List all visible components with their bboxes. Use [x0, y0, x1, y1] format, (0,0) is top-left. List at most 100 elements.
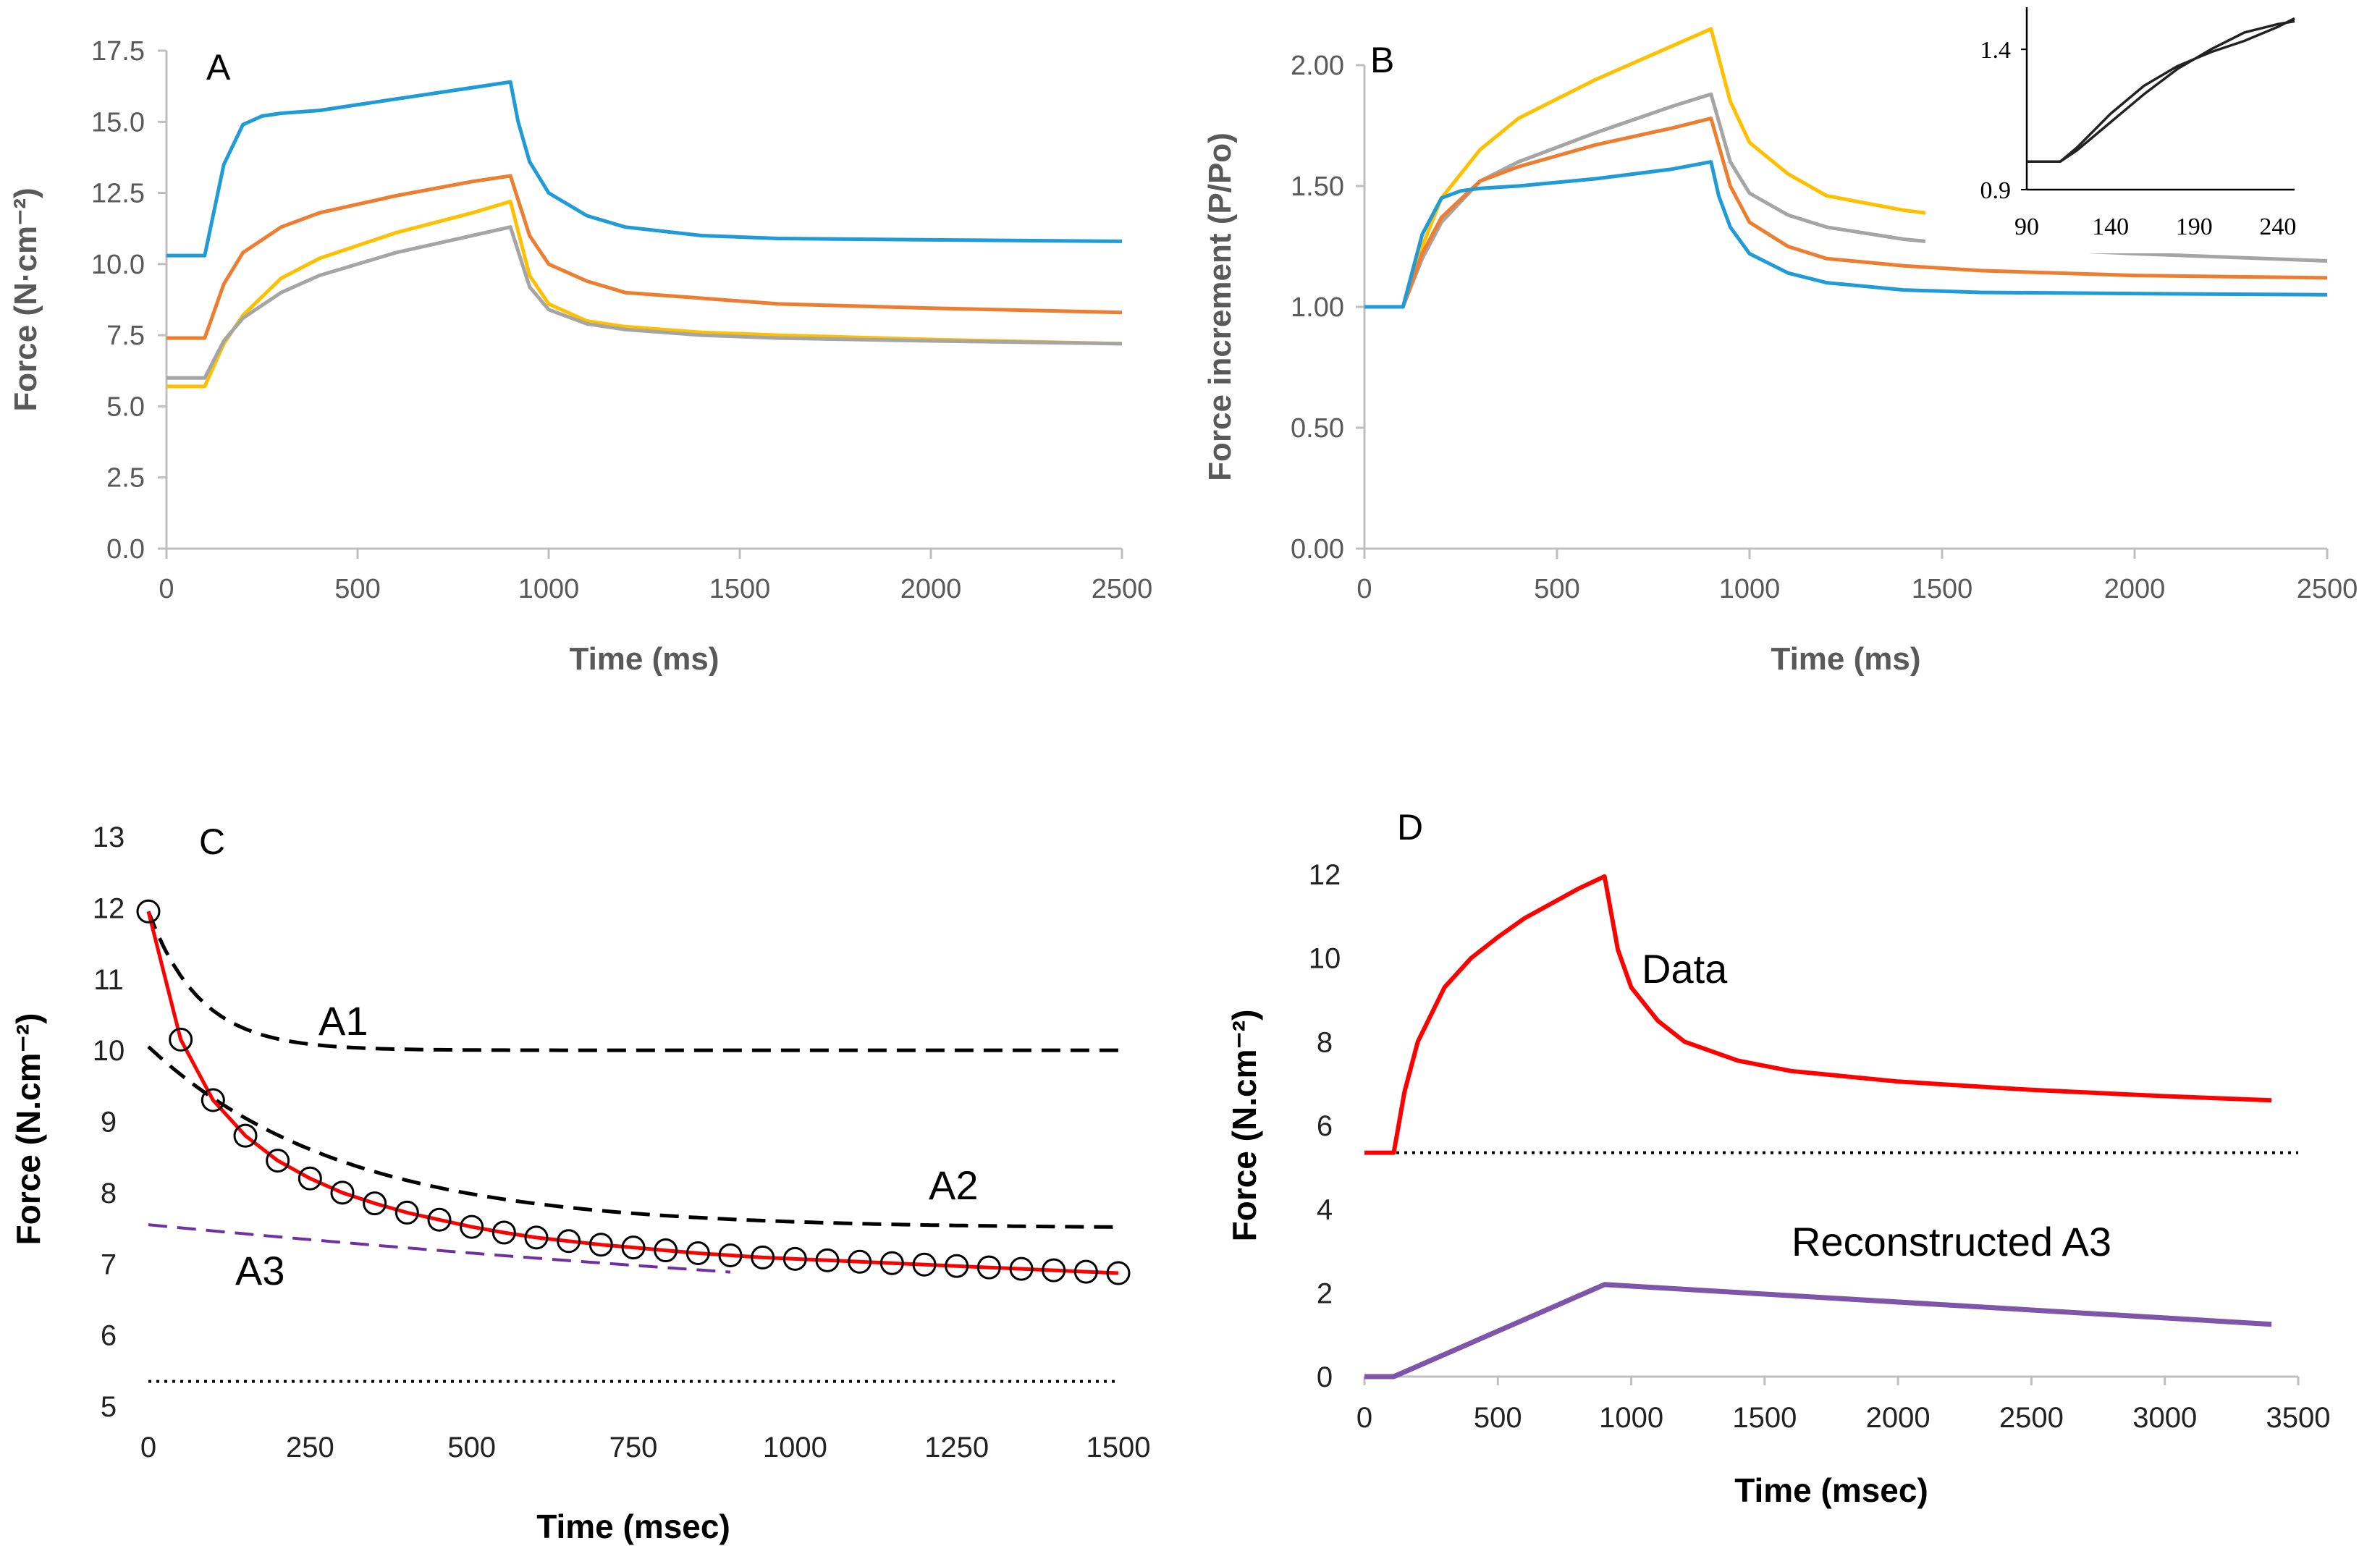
data-point-circle [848, 1249, 872, 1274]
data-point-circle [491, 1220, 516, 1245]
y-tick-label: 8 [1317, 1026, 1333, 1058]
data-point-circle [1106, 1261, 1131, 1285]
x-tick-label: 3000 [2132, 1402, 2197, 1434]
x-tick-label: 0 [1356, 574, 1372, 604]
a1-curve [146, 911, 1118, 1052]
a3-curve [148, 1223, 731, 1274]
inset-curve2 [2027, 20, 2295, 163]
y-tick-label: 10.0 [91, 250, 145, 280]
y-tick-label: 6 [1317, 1110, 1333, 1142]
data-point-circle [782, 1246, 807, 1271]
data-point-circle [751, 1245, 775, 1269]
data-curve [1364, 874, 2272, 1155]
annotation-data: Data [1642, 946, 1728, 992]
y-tick-label: 0 [1317, 1361, 1333, 1393]
inset-x-tick-label: 190 [2176, 214, 2213, 240]
data-point-circle [524, 1225, 549, 1250]
data-point-circle [945, 1254, 969, 1278]
annotation-a3: A3 [235, 1248, 285, 1293]
x-tick-label: 1000 [1599, 1402, 1663, 1434]
y-tick-label: 2.00 [1291, 51, 1344, 81]
x-tick-label: 1500 [1912, 574, 1973, 604]
x-tick-label: 0 [140, 1432, 156, 1463]
series-line-orange [166, 174, 1123, 340]
y-tick-label: 10 [93, 1035, 125, 1067]
y-tick-label: 12 [1309, 859, 1341, 891]
data-point-circle [266, 1149, 290, 1173]
y-tick-label: 0.00 [1291, 534, 1344, 565]
data-point-circle [976, 1255, 1001, 1280]
data-point-circle [912, 1252, 937, 1277]
annotation-a2: A2 [929, 1162, 979, 1208]
data-point-circle [1073, 1259, 1098, 1284]
series-line-blue [1364, 160, 2328, 309]
y-tick-label: 9 [101, 1107, 117, 1138]
annotation-reconstructed-a3: Reconstructed A3 [1792, 1219, 2111, 1264]
panel-d: 0 2 4 6 8 10 12 0 500 1000 1500 2000 2500 3000 3500 Tim… [1225, 807, 2330, 1509]
x-tick-label: 3500 [2266, 1402, 2331, 1434]
x-tick-label: 500 [1474, 1402, 1522, 1434]
y-tick-label: 0.50 [1291, 413, 1344, 444]
inset-y-tick-label: 1.4 [1980, 37, 2012, 64]
panel-a: 0.0 2.5 5.0 7.5 10.0 12.5 15.0 17.5 0 500 1000 1500… [8, 36, 1152, 677]
a2-curve [147, 1045, 1119, 1229]
data-point-circle [136, 899, 161, 924]
y-tick-label: 1.00 [1291, 292, 1344, 323]
x-axis-title: Time (ms) [569, 641, 719, 677]
series-line-blue [166, 80, 1123, 258]
data-point-circle [718, 1243, 743, 1267]
x-tick-label: 500 [334, 574, 380, 604]
y-tick-label: 13 [93, 821, 125, 853]
data-point-circle [298, 1166, 322, 1191]
y-tick-label: 12 [93, 892, 125, 924]
x-tick-label: 750 [609, 1432, 658, 1463]
x-tick-label: 2500 [1092, 574, 1153, 604]
data-point-circle [815, 1248, 840, 1272]
inset-background [1925, 0, 2331, 253]
data-point-circle [1009, 1256, 1034, 1281]
data-point-circle [201, 1088, 225, 1112]
data-point-circle [685, 1241, 710, 1265]
y-tick-label: 12.5 [91, 179, 145, 209]
x-axis-title: Time (msec) [1734, 1471, 1928, 1509]
y-tick-label: 6 [101, 1320, 117, 1352]
inset-x-tick-label: 240 [2259, 214, 2296, 240]
panel-label: D [1397, 807, 1423, 848]
x-tick-label: 1500 [1732, 1402, 1797, 1434]
x-tick-label: 1000 [763, 1432, 827, 1463]
series-line-gray [166, 225, 1123, 380]
y-tick-label: 5.0 [106, 392, 145, 422]
data-point-circle [330, 1180, 355, 1205]
data-point-circle [169, 1027, 193, 1052]
y-tick-label: 5 [101, 1391, 117, 1423]
x-tick-label: 1000 [518, 574, 580, 604]
y-tick-label: 7 [101, 1249, 117, 1280]
data-point-circle [588, 1233, 613, 1257]
x-tick-label: 0 [159, 574, 174, 604]
y-axis-title: Force (N·cm⁻²) [8, 187, 43, 411]
inset-x-tick-label: 90 [2014, 214, 2039, 240]
series-line-orange [1364, 117, 2328, 309]
y-axis-title: Force (N.cm⁻²) [1225, 1010, 1263, 1242]
fit-curve [146, 911, 1119, 1275]
data-point-circle [879, 1251, 904, 1275]
panel-label: C [199, 821, 225, 862]
x-tick-label: 2500 [1999, 1402, 2064, 1434]
x-axis-title: Time (msec) [536, 1508, 730, 1545]
y-tick-label: 8 [101, 1178, 117, 1209]
y-tick-label: 10 [1309, 943, 1341, 975]
x-axis-title: Time (ms) [1771, 641, 1920, 677]
y-tick-label: 7.5 [106, 321, 145, 351]
data-point-circle [363, 1191, 387, 1216]
data-point-circle [427, 1207, 452, 1232]
y-tick-label: 17.5 [91, 36, 145, 67]
y-axis-title: Force increment (P/Po) [1202, 132, 1238, 481]
x-tick-label: 1000 [1719, 574, 1781, 604]
panel-label: A [206, 47, 231, 88]
x-tick-label: 500 [447, 1432, 496, 1463]
y-axis-title: Force (N.cm⁻²) [9, 1013, 47, 1246]
x-tick-label: 1500 [1086, 1432, 1151, 1463]
data-point-circle [233, 1123, 258, 1148]
y-tick-label: 4 [1317, 1194, 1333, 1226]
